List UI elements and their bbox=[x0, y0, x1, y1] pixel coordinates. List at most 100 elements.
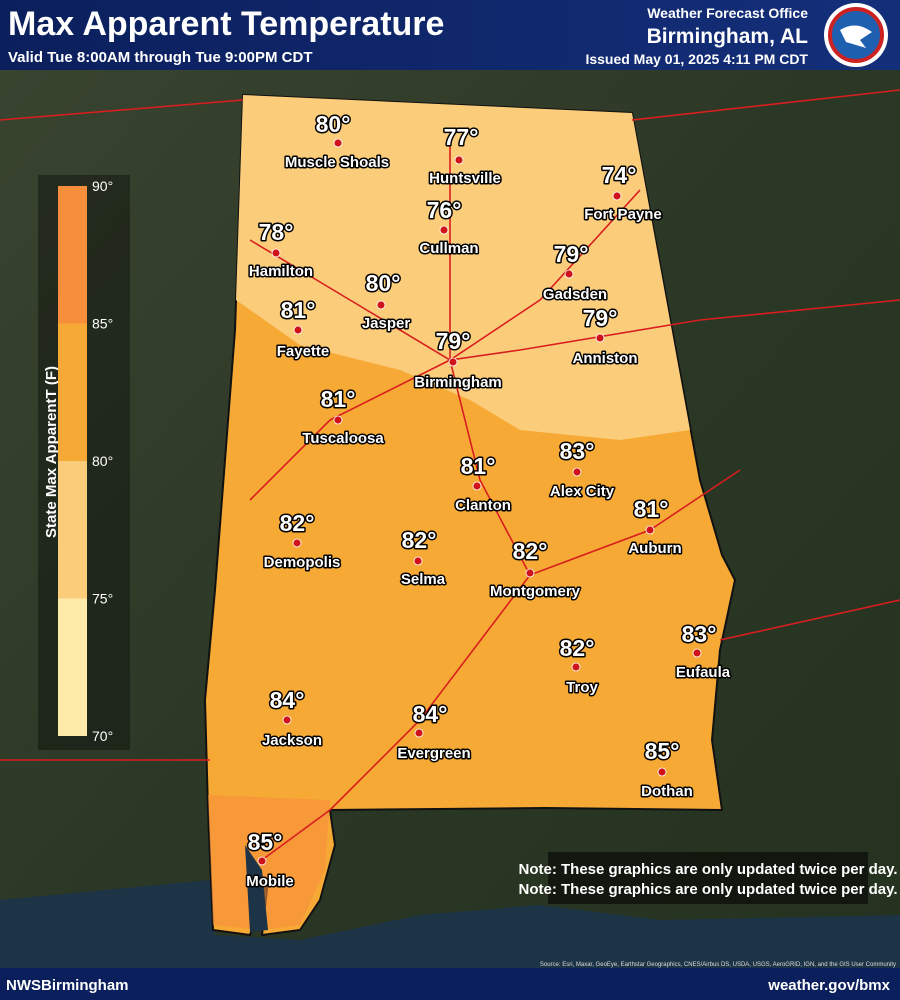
city-name: Gadsden bbox=[543, 286, 607, 303]
city-name: Auburn bbox=[628, 540, 681, 557]
city-name: Eufaula bbox=[676, 664, 731, 681]
city: 84° Jackson bbox=[260, 686, 323, 751]
city-dot bbox=[271, 248, 281, 258]
city-temp: 85° bbox=[645, 738, 680, 764]
city: 79° Birmingham bbox=[413, 327, 504, 393]
city-name: Anniston bbox=[573, 350, 638, 367]
city-name: Hamilton bbox=[249, 263, 313, 280]
city-dot bbox=[413, 556, 423, 566]
city-dot bbox=[472, 481, 482, 491]
city-name: Troy bbox=[566, 679, 598, 696]
city-dot bbox=[454, 155, 464, 165]
city: 74° Fort Payne bbox=[583, 161, 664, 225]
city-name: Fayette bbox=[277, 343, 330, 360]
city: 85° Mobile bbox=[245, 828, 296, 892]
city-dot bbox=[525, 568, 535, 578]
city: 84° Evergreen bbox=[396, 700, 472, 764]
city-temp: 85° bbox=[248, 829, 283, 855]
city: 81° Fayette bbox=[275, 296, 331, 362]
legend-tick-label: 80° bbox=[92, 453, 113, 469]
city-temp: 81° bbox=[281, 297, 316, 323]
city-temp: 79° bbox=[583, 305, 618, 331]
city-temp: 78° bbox=[259, 219, 294, 245]
city-temp: 81° bbox=[321, 386, 356, 412]
city-dot bbox=[595, 333, 605, 343]
legend-tick-label: 85° bbox=[92, 316, 113, 332]
city-dot bbox=[439, 225, 449, 235]
city-temp: 76° bbox=[427, 197, 462, 223]
city-name: Alex City bbox=[550, 483, 615, 500]
legend-tick-label: 75° bbox=[92, 591, 113, 607]
city-dot bbox=[333, 415, 343, 425]
city-temp: 80° bbox=[366, 270, 401, 296]
note: Note: These graphics are only updated tw… bbox=[519, 861, 898, 898]
city-temp: 82° bbox=[280, 510, 315, 536]
city-dot bbox=[282, 715, 292, 725]
gulf-water bbox=[0, 880, 900, 968]
city-name: Mobile bbox=[246, 873, 294, 890]
footer-right: weather.gov/bmx bbox=[767, 977, 890, 994]
city: 81° Auburn bbox=[627, 495, 683, 559]
note-line: Note: These graphics are only updated tw… bbox=[519, 881, 898, 898]
city-dot bbox=[692, 648, 702, 658]
city-temp: 74° bbox=[602, 162, 637, 188]
city-temp: 83° bbox=[560, 438, 595, 464]
legend-swatch bbox=[58, 186, 87, 324]
city-temp: 83° bbox=[682, 621, 717, 647]
city-temp: 81° bbox=[634, 496, 669, 522]
city-name: Tuscaloosa bbox=[302, 430, 384, 447]
city: 85° Dothan bbox=[640, 737, 695, 802]
city-dot bbox=[293, 325, 303, 335]
city-dot bbox=[448, 357, 458, 367]
city: 82° Troy bbox=[558, 634, 600, 698]
city: 78° Hamilton bbox=[247, 218, 314, 282]
cooler-region bbox=[236, 95, 690, 440]
city-dot bbox=[564, 269, 574, 279]
city-temp: 81° bbox=[461, 453, 496, 479]
city: 79° Anniston bbox=[571, 304, 639, 369]
city-dot bbox=[645, 525, 655, 535]
city: 82° Demopolis bbox=[262, 509, 342, 573]
issued: Issued May 01, 2025 4:11 PM CDT bbox=[585, 51, 808, 67]
city-temp: 82° bbox=[560, 635, 595, 661]
city: 83° Eufaula bbox=[674, 620, 732, 683]
city: 79° Gadsden bbox=[541, 240, 608, 305]
source: Source: Esri, Maxar, GeoEye, Earthstar G… bbox=[540, 962, 896, 968]
city: 80° Muscle Shoals bbox=[283, 110, 390, 173]
footer-left: NWSBirmingham bbox=[6, 977, 129, 994]
header-bar bbox=[0, 0, 900, 70]
warmer-region bbox=[208, 795, 330, 930]
city-name: Montgomery bbox=[490, 583, 581, 600]
legend-title: State Max ApparentT (F) bbox=[43, 366, 60, 538]
city-temp: 82° bbox=[402, 527, 437, 553]
city-name: Cullman bbox=[419, 240, 478, 257]
city: 83° Alex City bbox=[548, 437, 616, 502]
city: 76° Cullman bbox=[418, 196, 480, 259]
city-dot bbox=[612, 191, 622, 201]
city: 82° Selma bbox=[399, 526, 447, 590]
city-name: Fort Payne bbox=[584, 206, 662, 223]
city-name: Selma bbox=[401, 571, 446, 588]
city-temp: 80° bbox=[316, 111, 351, 137]
city: 81° Tuscaloosa bbox=[301, 385, 386, 449]
city-name: Evergreen bbox=[397, 745, 470, 762]
city: 82° Montgomery bbox=[489, 537, 583, 602]
city-dot bbox=[333, 138, 343, 148]
city-dot bbox=[657, 767, 667, 777]
city-temp: 82° bbox=[513, 538, 548, 564]
city-name: Dothan bbox=[641, 783, 693, 800]
city-dot bbox=[292, 538, 302, 548]
city-name: Huntsville bbox=[429, 170, 501, 187]
nws-logo bbox=[824, 3, 888, 67]
legend-tick-label: 90° bbox=[92, 178, 113, 194]
city-name: Muscle Shoals bbox=[285, 154, 389, 171]
city-name: Birmingham bbox=[414, 374, 502, 391]
city-name: Jackson bbox=[262, 732, 322, 749]
city-dot bbox=[257, 856, 267, 866]
city: 80° Jasper bbox=[360, 269, 412, 334]
city-temp: 79° bbox=[554, 241, 589, 267]
city-dot bbox=[572, 467, 582, 477]
city-dot bbox=[376, 300, 386, 310]
city-dot bbox=[414, 728, 424, 738]
